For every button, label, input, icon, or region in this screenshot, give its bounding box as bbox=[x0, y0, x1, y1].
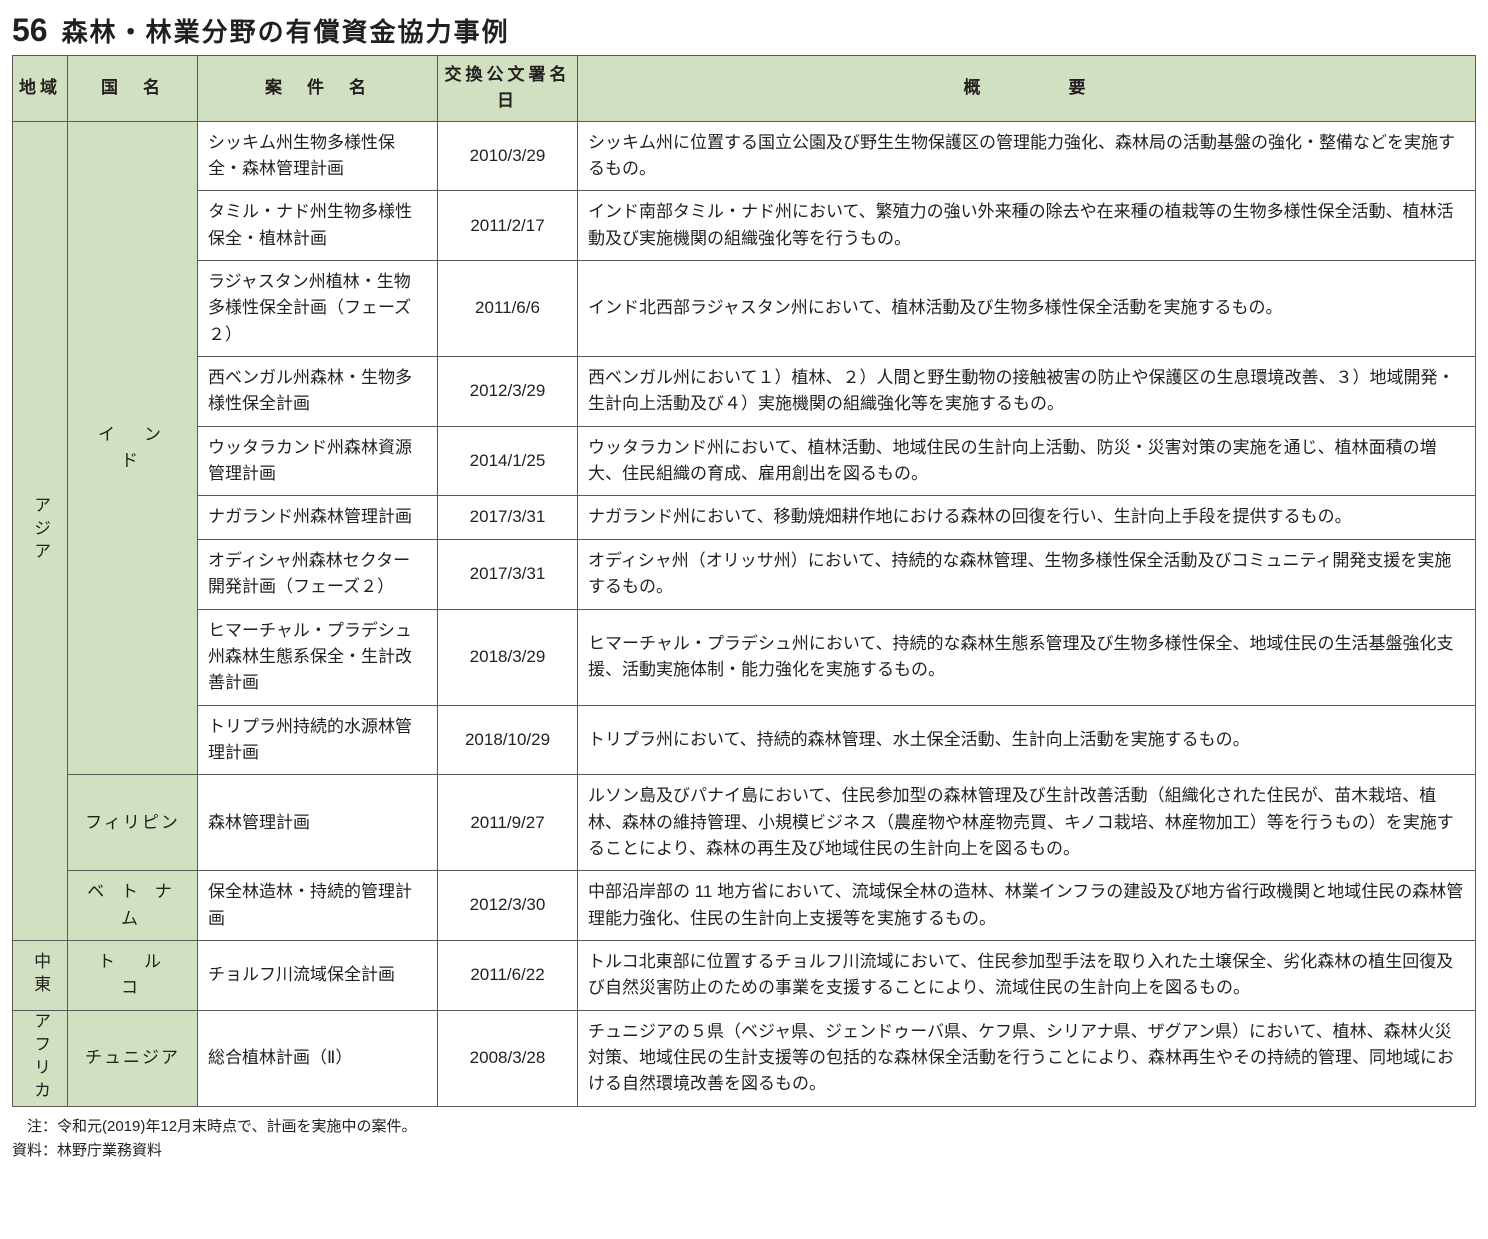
country-cell: ト ル コ bbox=[68, 940, 198, 1010]
project-cell: ヒマーチャル・プラデシュ州森林生態系保全・生計改善計画 bbox=[198, 609, 438, 705]
col-header-project: 案 件 名 bbox=[198, 56, 438, 122]
table-row: アジアイ ン ドシッキム州生物多様性保全・森林管理計画2010/3/29シッキム… bbox=[13, 121, 1476, 191]
summary-cell: トルコ北東部に位置するチョルフ川流域において、住民参加型手法を取り入れた土壌保全… bbox=[578, 940, 1476, 1010]
table-row: トリプラ州持続的水源林管理計画2018/10/29トリプラ州において、持続的森林… bbox=[13, 705, 1476, 775]
summary-cell: チュニジアの５県（ベジャ県、ジェンドゥーバ県、ケフ県、シリアナ県、ザグアン県）に… bbox=[578, 1010, 1476, 1106]
date-cell: 2017/3/31 bbox=[438, 539, 578, 609]
summary-cell: シッキム州に位置する国立公園及び野生生物保護区の管理能力強化、森林局の活動基盤の… bbox=[578, 121, 1476, 191]
project-cell: 総合植林計画（Ⅱ） bbox=[198, 1010, 438, 1106]
date-cell: 2017/3/31 bbox=[438, 496, 578, 539]
title-text: 森林・林業分野の有償資金協力事例 bbox=[62, 12, 510, 49]
summary-cell: ナガランド州において、移動焼畑耕作地における森林の回復を行い、生計向上手段を提供… bbox=[578, 496, 1476, 539]
date-cell: 2011/2/17 bbox=[438, 191, 578, 261]
project-cell: ラジャスタン州植林・生物多様性保全計画（フェーズ２） bbox=[198, 261, 438, 357]
country-cell: フィリピン bbox=[68, 775, 198, 871]
table-row: ラジャスタン州植林・生物多様性保全計画（フェーズ２）2011/6/6インド北西部… bbox=[13, 261, 1476, 357]
table-row: タミル・ナド州生物多様性保全・植林計画2011/2/17インド南部タミル・ナド州… bbox=[13, 191, 1476, 261]
project-cell: シッキム州生物多様性保全・森林管理計画 bbox=[198, 121, 438, 191]
table-row: 西ベンガル州森林・生物多様性保全計画2012/3/29西ベンガル州において１）植… bbox=[13, 357, 1476, 427]
date-cell: 2018/3/29 bbox=[438, 609, 578, 705]
col-header-country: 国 名 bbox=[68, 56, 198, 122]
summary-cell: ルソン島及びパナイ島において、住民参加型の森林管理及び生計改善活動（組織化された… bbox=[578, 775, 1476, 871]
col-header-date: 交換公文署名日 bbox=[438, 56, 578, 122]
date-cell: 2011/6/6 bbox=[438, 261, 578, 357]
summary-cell: 西ベンガル州において１）植林、２）人間と野生動物の接触被害の防止や保護区の生息環… bbox=[578, 357, 1476, 427]
table-row: 中東ト ル コチョルフ川流域保全計画2011/6/22トルコ北東部に位置するチョ… bbox=[13, 940, 1476, 1010]
table-row: アフリカチュニジア総合植林計画（Ⅱ）2008/3/28チュニジアの５県（ベジャ県… bbox=[13, 1010, 1476, 1106]
summary-cell: インド北西部ラジャスタン州において、植林活動及び生物多様性保全活動を実施するもの… bbox=[578, 261, 1476, 357]
country-cell: チュニジア bbox=[68, 1010, 198, 1106]
summary-cell: 中部沿岸部の 11 地方省において、流域保全林の造林、林業インフラの建設及び地方… bbox=[578, 871, 1476, 941]
summary-cell: インド南部タミル・ナド州において、繁殖力の強い外来種の除去や在来種の植栽等の生物… bbox=[578, 191, 1476, 261]
project-cell: チョルフ川流域保全計画 bbox=[198, 940, 438, 1010]
date-cell: 2010/3/29 bbox=[438, 121, 578, 191]
summary-cell: ヒマーチャル・プラデシュ州において、持続的な森林生態系管理及び生物多様性保全、地… bbox=[578, 609, 1476, 705]
title-number: 56 bbox=[12, 12, 48, 49]
footnote-line: 注：令和元(2019)年12月末時点で、計画を実施中の案件。 bbox=[12, 1115, 1476, 1139]
project-cell: 森林管理計画 bbox=[198, 775, 438, 871]
table-row: ヒマーチャル・プラデシュ州森林生態系保全・生計改善計画2018/3/29ヒマーチ… bbox=[13, 609, 1476, 705]
table-body: アジアイ ン ドシッキム州生物多様性保全・森林管理計画2010/3/29シッキム… bbox=[13, 121, 1476, 1106]
col-header-summary: 概 要 bbox=[578, 56, 1476, 122]
date-cell: 2011/6/22 bbox=[438, 940, 578, 1010]
project-cell: 西ベンガル州森林・生物多様性保全計画 bbox=[198, 357, 438, 427]
footnotes: 注：令和元(2019)年12月末時点で、計画を実施中の案件。資料：林野庁業務資料 bbox=[12, 1115, 1476, 1163]
table-row: フィリピン森林管理計画2011/9/27ルソン島及びパナイ島において、住民参加型… bbox=[13, 775, 1476, 871]
region-cell: 中東 bbox=[13, 940, 68, 1010]
project-cell: トリプラ州持続的水源林管理計画 bbox=[198, 705, 438, 775]
table-row: ナガランド州森林管理計画2017/3/31ナガランド州において、移動焼畑耕作地に… bbox=[13, 496, 1476, 539]
summary-cell: トリプラ州において、持続的森林管理、水土保全活動、生計向上活動を実施するもの。 bbox=[578, 705, 1476, 775]
date-cell: 2012/3/29 bbox=[438, 357, 578, 427]
cooperation-cases-table: 地域 国 名 案 件 名 交換公文署名日 概 要 アジアイ ン ドシッキム州生物… bbox=[12, 55, 1476, 1107]
footnote-line: 資料：林野庁業務資料 bbox=[12, 1139, 1476, 1163]
region-cell: アジア bbox=[13, 121, 68, 940]
region-cell: アフリカ bbox=[13, 1010, 68, 1106]
country-cell: イ ン ド bbox=[68, 121, 198, 775]
table-header-row: 地域 国 名 案 件 名 交換公文署名日 概 要 bbox=[13, 56, 1476, 122]
project-cell: ウッタラカンド州森林資源管理計画 bbox=[198, 426, 438, 496]
project-cell: タミル・ナド州生物多様性保全・植林計画 bbox=[198, 191, 438, 261]
summary-cell: ウッタラカンド州において、植林活動、地域住民の生計向上活動、防災・災害対策の実施… bbox=[578, 426, 1476, 496]
table-row: ベ ト ナ ム保全林造林・持続的管理計画2012/3/30中部沿岸部の 11 地… bbox=[13, 871, 1476, 941]
project-cell: 保全林造林・持続的管理計画 bbox=[198, 871, 438, 941]
date-cell: 2012/3/30 bbox=[438, 871, 578, 941]
summary-cell: オディシャ州（オリッサ州）において、持続的な森林管理、生物多様性保全活動及びコミ… bbox=[578, 539, 1476, 609]
date-cell: 2014/1/25 bbox=[438, 426, 578, 496]
country-cell: ベ ト ナ ム bbox=[68, 871, 198, 941]
table-row: ウッタラカンド州森林資源管理計画2014/1/25ウッタラカンド州において、植林… bbox=[13, 426, 1476, 496]
date-cell: 2011/9/27 bbox=[438, 775, 578, 871]
project-cell: ナガランド州森林管理計画 bbox=[198, 496, 438, 539]
date-cell: 2008/3/28 bbox=[438, 1010, 578, 1106]
col-header-region: 地域 bbox=[13, 56, 68, 122]
date-cell: 2018/10/29 bbox=[438, 705, 578, 775]
table-row: オディシャ州森林セクター開発計画（フェーズ２）2017/3/31オディシャ州（オ… bbox=[13, 539, 1476, 609]
page-title-row: 56 森林・林業分野の有償資金協力事例 bbox=[12, 12, 1476, 49]
project-cell: オディシャ州森林セクター開発計画（フェーズ２） bbox=[198, 539, 438, 609]
